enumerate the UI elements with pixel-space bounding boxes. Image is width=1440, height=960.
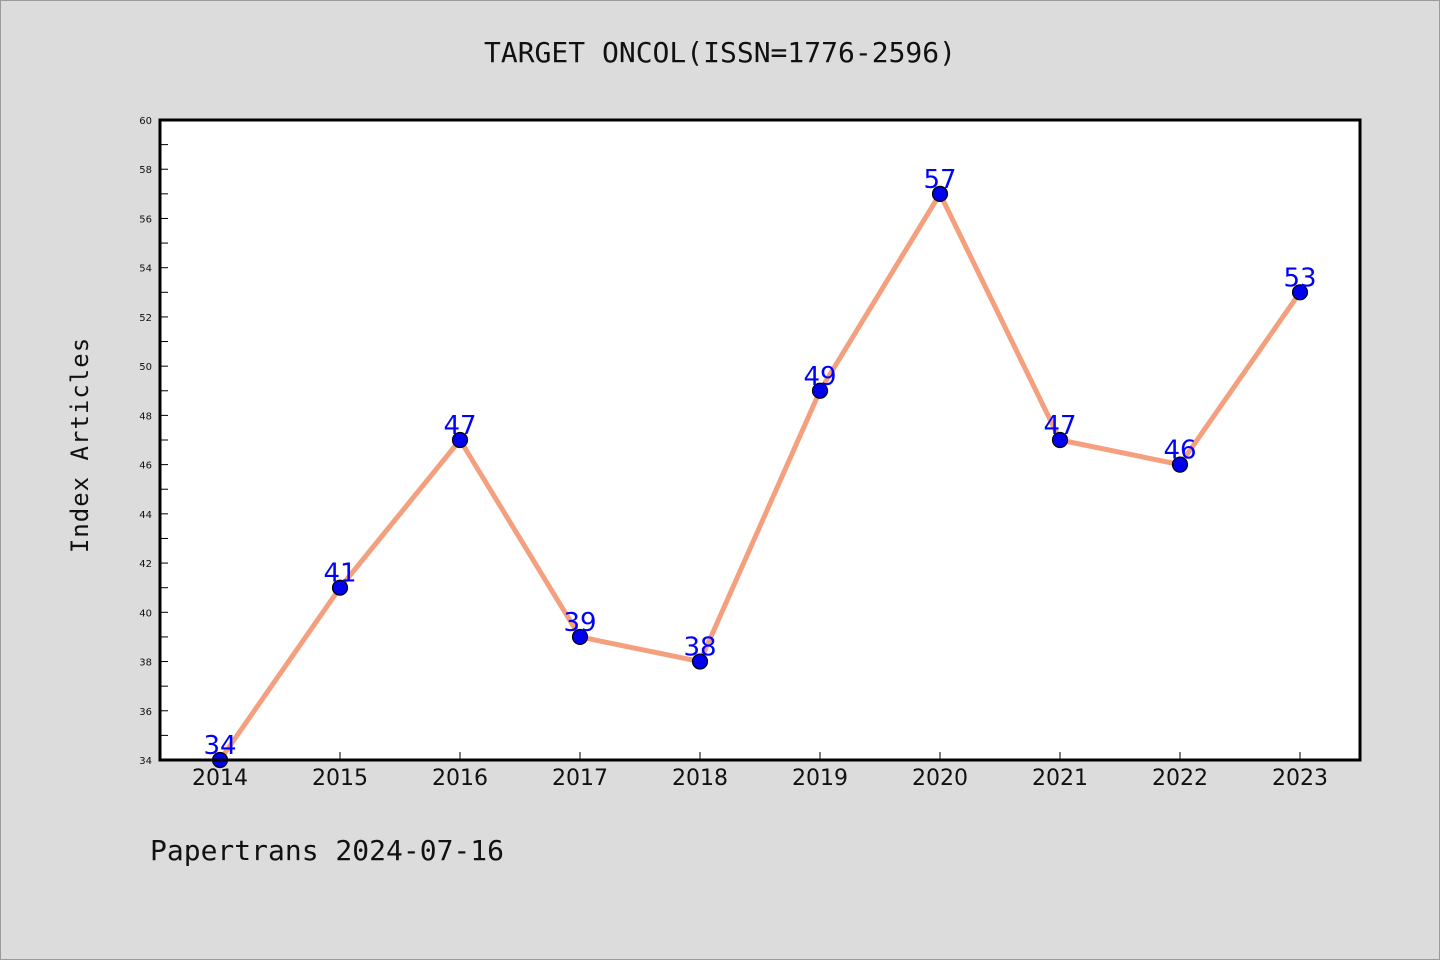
x-tick-label: 2015 (312, 766, 368, 791)
data-point (331, 579, 349, 596)
x-tick-label: 2017 (552, 766, 608, 791)
y-tick-label: 52 (139, 313, 152, 324)
data-label: 39 (563, 608, 596, 638)
data-label: 49 (803, 362, 836, 392)
data-point (1171, 456, 1189, 473)
y-tick-label: 54 (139, 264, 152, 275)
y-tick-label: 58 (139, 165, 152, 176)
y-tick-label: 50 (139, 362, 152, 373)
y-tick-label: 46 (139, 461, 152, 472)
y-tick-label: 48 (139, 411, 152, 422)
plot-border (158, 118, 1362, 762)
data-label: 47 (1043, 411, 1076, 441)
data-label: 34 (203, 731, 236, 761)
data-label: 41 (323, 559, 356, 589)
data-point (691, 653, 709, 670)
y-tick-label: 44 (139, 510, 152, 521)
data-point (571, 628, 589, 646)
plot-area (160, 120, 1360, 760)
y-tick-label: 60 (139, 116, 152, 127)
x-tick-label: 2020 (912, 766, 968, 791)
x-tick-label: 2022 (1152, 766, 1208, 791)
y-tick-label: 36 (139, 707, 152, 718)
series-group: 34 41 47 39 38 49 57 47 46 53 (203, 165, 1317, 769)
data-label: 47 (443, 411, 476, 441)
data-point (451, 431, 469, 449)
y-tick-label: 42 (139, 559, 152, 570)
y-tick-label: 56 (139, 214, 152, 225)
data-point (811, 382, 829, 399)
y-tick-label: 40 (139, 608, 152, 619)
data-label: 57 (923, 165, 956, 195)
x-tick-label: 2021 (1032, 766, 1088, 791)
x-tick-label: 2023 (1272, 766, 1328, 791)
footer-text: Papertrans 2024-07-16 (150, 834, 505, 867)
data-label: 38 (683, 633, 716, 663)
x-axis: 2014 2015 2016 2017 2018 2019 2020 2021 2022 2023 (192, 752, 1328, 791)
x-tick-label: 2014 (192, 766, 248, 791)
data-point (1051, 431, 1069, 449)
x-tick-label: 2019 (792, 766, 848, 791)
data-point (1291, 284, 1309, 301)
chart-title: TARGET ONCOL(ISSN=1776-2596) (483, 36, 956, 69)
x-tick-label: 2016 (432, 766, 488, 791)
data-label: 46 (1163, 436, 1196, 466)
series-line (217, 191, 1303, 763)
y-tick-label: 34 (139, 756, 152, 767)
y-axis: 34 36 38 40 42 44 46 48 50 52 54 56 58 60 (139, 116, 168, 767)
x-tick-label: 2018 (672, 766, 728, 791)
data-label: 53 (1283, 263, 1316, 293)
data-point (931, 185, 949, 202)
y-tick-label: 38 (139, 658, 152, 669)
